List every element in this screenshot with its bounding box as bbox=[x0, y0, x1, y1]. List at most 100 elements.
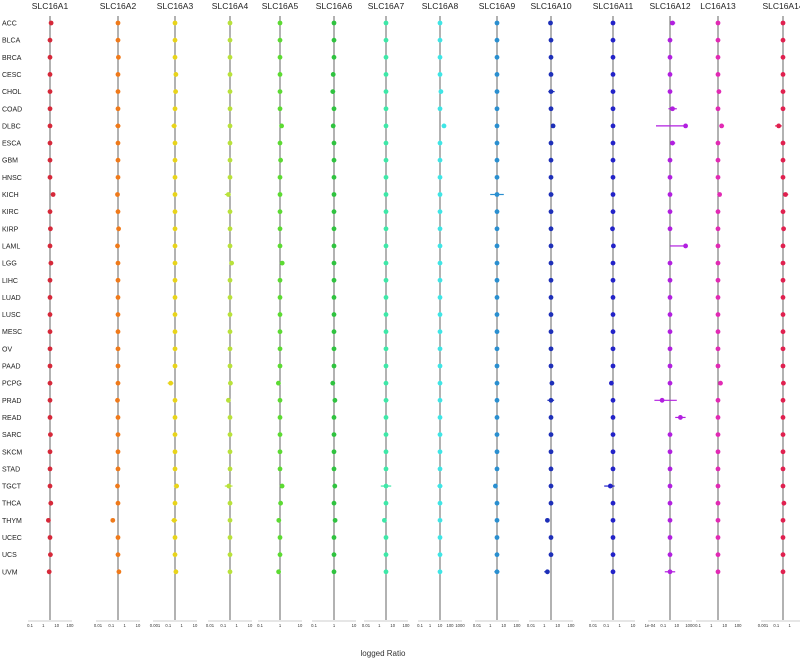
estimate-point bbox=[331, 346, 337, 352]
estimate-point bbox=[494, 209, 500, 215]
estimate-point bbox=[780, 260, 786, 266]
estimate-point bbox=[776, 123, 782, 129]
cancer-label-ucs: UCS bbox=[2, 552, 17, 559]
estimate-point bbox=[279, 123, 284, 129]
estimate-point bbox=[47, 123, 53, 129]
estimate-point bbox=[331, 243, 337, 249]
estimate-point bbox=[332, 483, 338, 489]
estimate-point bbox=[609, 380, 614, 386]
estimate-point bbox=[715, 500, 721, 506]
estimate-point bbox=[116, 226, 121, 232]
estimate-point bbox=[277, 192, 283, 197]
cancer-label-luad: LUAD bbox=[2, 295, 21, 302]
estimate-point bbox=[494, 37, 500, 43]
estimate-point bbox=[548, 192, 554, 197]
tick-label: 10 bbox=[352, 623, 357, 628]
estimate-point bbox=[277, 449, 283, 455]
tick-label: 1000 bbox=[455, 623, 465, 628]
estimate-point bbox=[172, 500, 178, 506]
estimate-point bbox=[548, 260, 554, 266]
estimate-point bbox=[494, 552, 500, 558]
estimate-point bbox=[667, 552, 673, 558]
tick-label: 10 bbox=[193, 623, 198, 628]
estimate-point bbox=[277, 346, 283, 352]
estimate-point bbox=[278, 500, 283, 506]
estimate-point bbox=[494, 277, 500, 283]
estimate-point bbox=[277, 466, 283, 472]
estimate-point bbox=[173, 569, 179, 575]
estimate-point bbox=[610, 552, 616, 558]
gene-title: SLC16A7 bbox=[368, 1, 405, 11]
estimate-point bbox=[437, 415, 443, 420]
estimate-point bbox=[383, 277, 389, 283]
estimate-point bbox=[383, 89, 389, 94]
estimate-point bbox=[780, 20, 786, 26]
estimate-point bbox=[494, 192, 500, 197]
tick-label: 0.01 bbox=[527, 623, 536, 628]
estimate-point bbox=[670, 140, 675, 146]
estimate-point bbox=[47, 157, 53, 163]
estimate-point bbox=[667, 432, 673, 437]
estimate-point bbox=[172, 346, 178, 352]
cancer-label-paad: PAAD bbox=[2, 364, 21, 371]
estimate-point bbox=[715, 397, 721, 403]
estimate-point bbox=[667, 37, 673, 43]
estimate-point bbox=[667, 569, 673, 575]
estimate-point bbox=[47, 415, 53, 420]
estimate-point bbox=[610, 174, 616, 180]
estimate-point bbox=[331, 20, 337, 26]
estimate-point bbox=[667, 277, 673, 283]
estimate-point bbox=[115, 535, 121, 540]
tick-label: 10 bbox=[674, 623, 679, 628]
estimate-point bbox=[494, 260, 500, 266]
estimate-point bbox=[383, 157, 389, 163]
estimate-point bbox=[115, 380, 121, 386]
gene-title: SLC16A10 bbox=[530, 1, 571, 11]
estimate-point bbox=[171, 123, 177, 129]
estimate-point bbox=[115, 260, 121, 266]
estimate-point bbox=[715, 535, 721, 540]
estimate-point bbox=[383, 37, 389, 43]
estimate-point bbox=[610, 363, 616, 369]
estimate-point bbox=[667, 483, 673, 489]
estimate-point bbox=[610, 397, 616, 403]
estimate-point bbox=[437, 243, 443, 249]
estimate-point bbox=[780, 157, 786, 163]
estimate-point bbox=[667, 329, 673, 335]
cancer-label-brca: BRCA bbox=[2, 55, 22, 62]
estimate-point bbox=[115, 20, 121, 26]
estimate-point bbox=[227, 329, 233, 335]
estimate-point bbox=[494, 380, 500, 386]
estimate-point bbox=[172, 209, 178, 215]
estimate-point bbox=[548, 209, 554, 215]
cancer-label-sarc: SARC bbox=[2, 432, 21, 439]
estimate-point bbox=[548, 535, 554, 540]
estimate-point bbox=[667, 226, 673, 232]
estimate-point bbox=[47, 209, 53, 215]
cancer-label-hnsc: HNSC bbox=[2, 175, 22, 182]
estimate-point bbox=[276, 517, 282, 523]
estimate-point bbox=[780, 312, 786, 317]
estimate-point bbox=[331, 449, 337, 455]
estimate-point bbox=[494, 106, 500, 112]
estimate-point bbox=[437, 500, 443, 506]
tick-label: 0.01 bbox=[589, 623, 598, 628]
cancer-label-kich: KICH bbox=[2, 192, 19, 199]
estimate-point bbox=[47, 449, 53, 455]
estimate-point bbox=[110, 517, 116, 523]
estimate-point bbox=[715, 415, 721, 420]
estimate-point bbox=[277, 277, 283, 283]
estimate-point bbox=[227, 535, 233, 540]
tick-label: 0.001 bbox=[758, 623, 769, 628]
estimate-point bbox=[172, 397, 178, 403]
cancer-label-kirc: KIRC bbox=[2, 209, 19, 216]
tick-label: 0.1 bbox=[695, 623, 701, 628]
estimate-point bbox=[494, 500, 500, 506]
tick-label: 0.1 bbox=[660, 623, 666, 628]
estimate-point bbox=[47, 312, 53, 317]
estimate-point bbox=[780, 243, 786, 249]
estimate-point bbox=[172, 535, 178, 540]
estimate-point bbox=[331, 466, 337, 472]
estimate-point bbox=[545, 569, 550, 575]
